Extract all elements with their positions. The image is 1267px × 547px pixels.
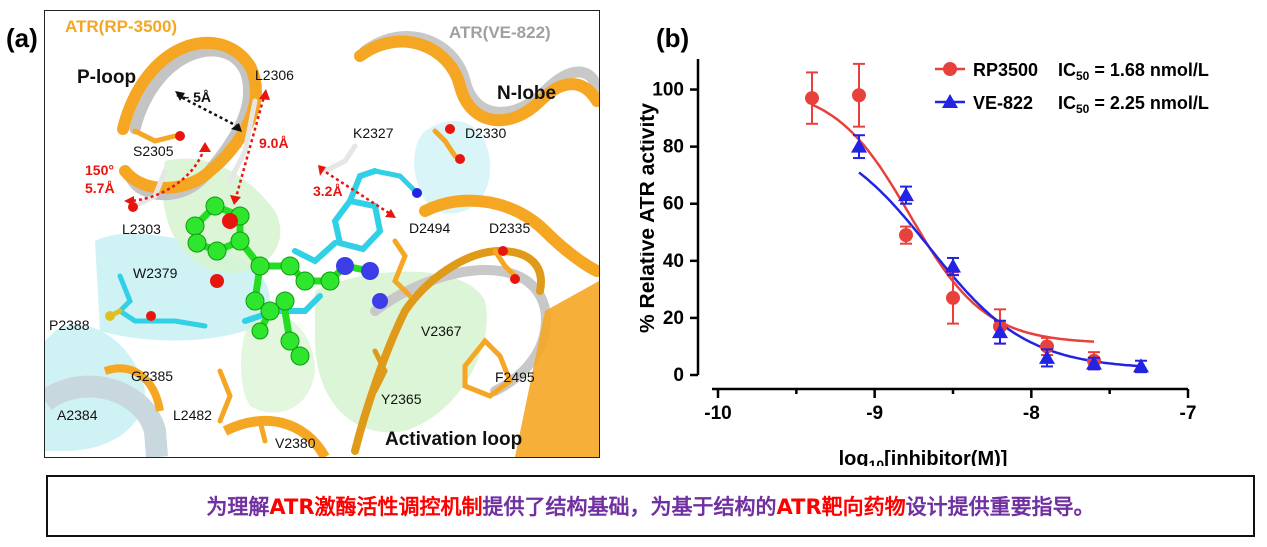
residue-label: V2367 <box>421 323 462 339</box>
banner-segment: ATR激酶活性调控机制 <box>269 495 483 519</box>
residue-label: F2495 <box>495 369 535 385</box>
x-tick-label: -7 <box>1180 403 1197 424</box>
y-axis-title: % Relative ATR activity <box>640 103 659 333</box>
structure-illustration <box>45 31 599 457</box>
legend-ic50: IC50 = 1.68 nmol/L <box>1058 60 1209 83</box>
residue-label: A2384 <box>57 407 98 423</box>
y-tick-label: 0 <box>673 365 684 386</box>
residue-label: Y2365 <box>381 391 422 407</box>
data-points <box>805 62 1149 374</box>
structure-panel: ATR(RP-3500) ATR(VE-822) P-loop N-lobe A… <box>44 10 600 458</box>
x-tick-label: -10 <box>704 403 731 424</box>
y-tick-label: 20 <box>663 308 684 329</box>
banner-segment: 设计提供重要指导。 <box>905 495 1095 519</box>
p-loop-label: P-loop <box>77 67 137 88</box>
panel-a-tag: (a) <box>6 23 38 53</box>
y-tick-label: 100 <box>652 80 684 101</box>
y-tick-label: 80 <box>663 137 684 158</box>
data-point-0 <box>852 88 866 103</box>
summary-banner: 为理解 ATR激酶活性调控机制 提供了结构基础，为基于结构的 ATR靶向药物 设计提供重… <box>46 475 1255 537</box>
data-point-1 <box>898 187 914 202</box>
data-point-1 <box>1039 349 1055 364</box>
banner-segment: ATR靶向药物 <box>776 495 906 519</box>
data-point-1 <box>1133 358 1149 373</box>
residue-label: D2330 <box>465 125 507 141</box>
residue-label: L2482 <box>173 407 212 423</box>
n-lobe-label: N-lobe <box>497 83 557 104</box>
angle-label: 150° <box>85 162 114 178</box>
activation-loop-label: Activation loop <box>385 429 523 450</box>
legend-series-name: RP3500 <box>973 60 1038 80</box>
panel-b-tag: (b) <box>656 23 690 53</box>
residue-label: W2379 <box>133 265 178 281</box>
data-point-1 <box>851 138 867 153</box>
data-point-0 <box>946 290 960 305</box>
ve822-structure-title: ATR(VE-822) <box>449 23 551 42</box>
x-tick-label: -9 <box>866 403 883 424</box>
dose-response-chart: 0 20 40 60 80 100 -10 -9 -8 -7 % Relative ATR acti… <box>640 59 1209 466</box>
residue-label: S2305 <box>133 143 174 159</box>
y-tick-label: 60 <box>663 194 684 215</box>
residue-label: L2303 <box>122 221 161 237</box>
x-axis-title: log10[inhibitor(M)] <box>839 448 1008 466</box>
data-point-1 <box>1086 355 1102 370</box>
residue-label: L2306 <box>255 67 294 83</box>
distance-label-3-2a: 3.2Å <box>313 183 343 199</box>
rp3500-structure-title: ATR(RP-3500) <box>65 17 178 36</box>
legend-marker <box>942 94 958 108</box>
banner-segment: 提供了结构基础，为基于结构的 <box>482 495 777 519</box>
residue-label: P2388 <box>49 317 90 333</box>
data-point-0 <box>899 228 913 243</box>
residue-label: D2494 <box>409 220 451 236</box>
residue-label: G2385 <box>131 368 174 384</box>
data-point-1 <box>945 258 961 273</box>
residue-label: K2327 <box>353 125 394 141</box>
x-tick-label: -8 <box>1023 403 1040 424</box>
legend-series-name: VE-822 <box>973 93 1033 113</box>
residue-label: V2380 <box>275 435 316 451</box>
y-tick-label: 40 <box>663 251 684 272</box>
legend-marker <box>943 62 957 76</box>
distance-label-5a: ~ 5Å <box>181 89 211 105</box>
residue-label: D2335 <box>489 220 531 236</box>
distance-label-5-7a: 5.7Å <box>85 180 115 196</box>
data-point-1 <box>992 324 1008 339</box>
chart-axes: 0 20 40 60 80 100 -10 -9 -8 -7 % Relative ATR acti… <box>640 59 1196 466</box>
legend-ic50: IC50 = 2.25 nmol/L <box>1058 93 1209 116</box>
chart-legend: RP3500 IC50 = 1.68 nmol/L VE-822 IC50 = 2.2… <box>935 60 1209 116</box>
data-point-0 <box>805 91 819 106</box>
banner-segment: 为理解 <box>206 495 270 519</box>
distance-label-9a: 9.0Å <box>259 135 289 151</box>
